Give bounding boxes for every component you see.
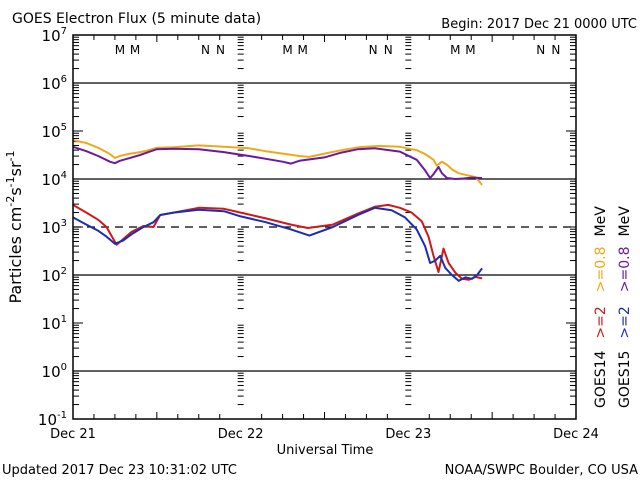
day-marker: M: [130, 43, 140, 57]
y-tick-label: 106: [42, 74, 67, 93]
y-tick-label: 105: [42, 122, 67, 141]
day-marker: N: [216, 43, 225, 57]
chart-title: GOES Electron Flux (5 minute data): [12, 11, 261, 27]
y-tick-exp: 5: [61, 122, 67, 133]
x-tick-label: Dec 24: [553, 427, 599, 442]
y-tick-label: 100: [42, 362, 67, 381]
series-line: [72, 145, 483, 180]
svg-text:Particles cm-2s-1sr-1: Particles cm-2s-1sr-1: [4, 150, 25, 303]
day-marker: M: [465, 43, 475, 57]
y-tick-label: 102: [42, 266, 67, 285]
day-marker: M: [282, 43, 292, 57]
legend-goes15-unit: MeV: [617, 206, 633, 237]
x-tick-label: Dec 22: [218, 427, 264, 442]
y-tick-exp: 2: [61, 266, 67, 277]
y-axis-label: Particles cm-2s-1sr-1: [4, 150, 25, 303]
y-tick-exp: 3: [61, 218, 67, 229]
y-tick-exp: 1: [61, 314, 67, 325]
y-tick-label: 101: [42, 314, 67, 333]
legend-goes15-e2: >=2: [617, 306, 633, 338]
gridlines: [73, 82, 576, 372]
y-tick-base: 10: [42, 267, 61, 285]
y-tick-base: 10: [42, 171, 61, 189]
updated-timestamp: Updated 2017 Dec 23 10:31:02 UTC: [2, 463, 237, 478]
y-tick-label: 104: [42, 170, 67, 189]
y-tick-exp: 7: [61, 26, 67, 37]
legend-goes15-sat: GOES15: [617, 351, 633, 408]
plot-frame: [72, 34, 577, 420]
axis-ticks: [73, 35, 576, 419]
y-label-sr: sr: [6, 161, 25, 176]
series-line: [72, 203, 483, 281]
y-tick-label: 103: [42, 218, 67, 237]
day-marker: M: [115, 43, 125, 57]
y-tick-label: 10-1: [38, 410, 67, 429]
y-tick-base: 10: [42, 27, 61, 45]
svg-text:GOES15>=2>=0.8MeV: GOES15 >=2 >=0.8 MeV: [617, 206, 633, 408]
legend-goes14-e2: >=2: [593, 306, 609, 338]
day-marker: N: [384, 43, 393, 57]
y-tick-base: 10: [42, 75, 61, 93]
y-label-exp1: -2: [4, 196, 17, 207]
day-marker: N: [201, 43, 210, 57]
day-marker: N: [369, 43, 378, 57]
y-tick-base: 10: [42, 315, 61, 333]
y-tick-exp: 4: [61, 170, 67, 181]
y-tick-exp: 6: [61, 74, 67, 85]
day-marker: M: [450, 43, 460, 57]
svg-text:GOES14>=2>=0.8MeV: GOES14 >=2 >=0.8 MeV: [593, 206, 609, 408]
day-marker: N: [551, 43, 560, 57]
series-line: [72, 139, 483, 186]
legend-goes14-e08: >=0.8: [593, 246, 609, 292]
legend-goes15-e08: >=0.8: [617, 246, 633, 292]
x-tick-label: Dec 21: [50, 427, 96, 442]
legend-goes15: GOES15 >=2 >=0.8 MeV: [617, 206, 633, 408]
y-label-base: Particles cm: [6, 207, 25, 304]
credit-label: NOAA/SWPC Boulder, CO USA: [445, 463, 638, 478]
y-label-exp2: -1: [4, 176, 17, 187]
begin-label: Begin: 2017 Dec 21 0000 UTC: [441, 17, 637, 32]
y-label-s: s: [6, 187, 25, 195]
legend-goes14: GOES14 >=2 >=0.8 MeV: [593, 206, 609, 408]
y-tick-base: 10: [42, 123, 61, 141]
y-tick-base: 10: [42, 363, 61, 381]
day-marker: N: [536, 43, 545, 57]
x-tick-label: Dec 23: [385, 427, 431, 442]
y-tick-base: 10: [38, 411, 57, 429]
y-tick-exp: -1: [57, 410, 67, 421]
series-lines: [72, 139, 483, 282]
x-tick-labels: Dec 21 Dec 22 Dec 23 Dec 24: [50, 427, 599, 442]
y-label-exp3: -1: [4, 150, 17, 161]
y-tick-exp: 0: [61, 362, 67, 373]
legend-goes14-sat: GOES14: [593, 350, 609, 408]
x-axis-label: Universal Time: [277, 443, 374, 458]
legend-goes14-unit: MeV: [593, 206, 609, 237]
series-line: [72, 206, 483, 282]
y-tick-base: 10: [42, 219, 61, 237]
y-tick-label: 107: [42, 26, 67, 45]
day-marker: M: [298, 43, 308, 57]
